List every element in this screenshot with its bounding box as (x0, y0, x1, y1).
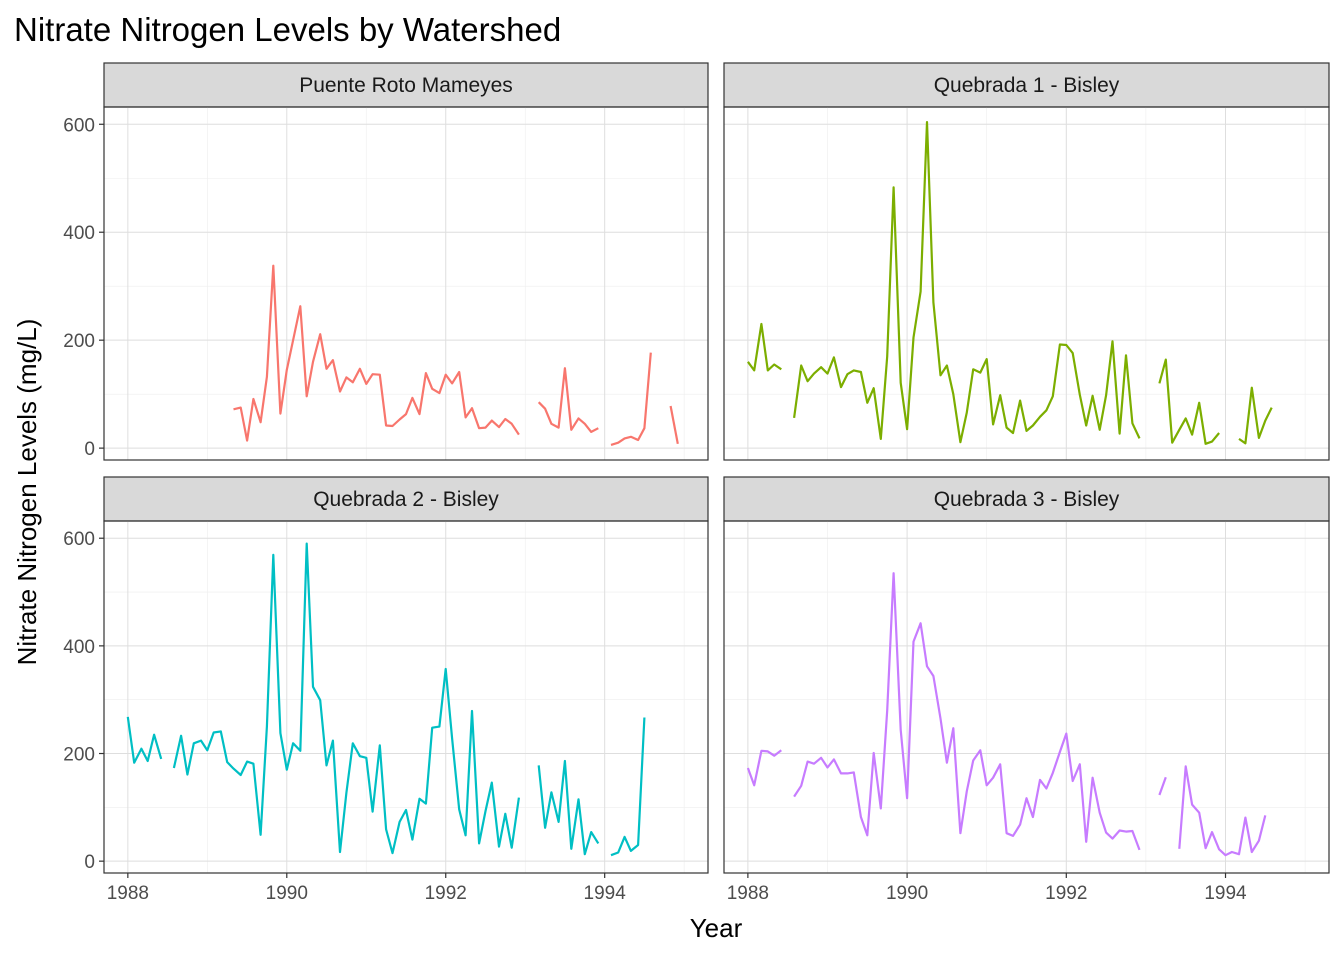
y-tick-label: 200 (63, 331, 95, 352)
y-tick-label: 600 (63, 529, 95, 550)
series-line (172, 542, 520, 855)
facet-strip-label: Puente Roto Mameyes (299, 74, 513, 97)
series-line (669, 405, 679, 445)
facet-strip (103, 62, 709, 108)
series-line (537, 759, 600, 856)
panel-2: Quebrada 2 - Bisley 0 200 400 600 1988 1990 199… (63, 476, 709, 904)
panel-border (103, 520, 709, 874)
panel-border (103, 106, 709, 461)
series-line (1158, 776, 1167, 796)
y-axis-title: Nitrate Nitrogen Levels (mg/L) (12, 319, 42, 666)
series-line (793, 572, 1141, 851)
panel-border (723, 106, 1330, 461)
x-tick-label: 1992 (1045, 883, 1087, 904)
x-tick-label: 1990 (886, 883, 928, 904)
y-tick-label: 600 (63, 115, 95, 136)
facet-strip (723, 476, 1330, 522)
facet-strip-label: Quebrada 1 - Bisley (934, 74, 1120, 97)
y-tick-label: 0 (84, 439, 95, 460)
series-line (1238, 386, 1273, 445)
chart-title: Nitrate Nitrogen Levels by Watershed (14, 11, 561, 48)
series-line (610, 717, 646, 857)
x-tick-label: 1990 (266, 883, 308, 904)
facet-strip (723, 62, 1330, 108)
y-tick-label: 200 (63, 745, 95, 766)
y-tick-label: 400 (63, 637, 95, 658)
series-line (610, 352, 652, 446)
x-axis-title: Year (690, 913, 743, 943)
facet-strip (103, 476, 709, 522)
series-line (1178, 765, 1267, 857)
series-line (126, 716, 163, 764)
panel-3: Quebrada 3 - Bisley 1988 1990 1992 1994 (723, 476, 1330, 904)
series-line (747, 322, 782, 372)
series-line (233, 264, 520, 442)
x-tick-label: 1994 (1204, 883, 1247, 904)
panel-0: Puente Roto Mameyes 0 200 400 600 (63, 62, 709, 461)
facet-strip-label: Quebrada 3 - Bisley (934, 488, 1120, 511)
x-tick-label: 1988 (727, 883, 769, 904)
series-line (1158, 358, 1220, 445)
series-line (746, 749, 782, 787)
series-line (537, 367, 599, 433)
facet-strip-label: Quebrada 2 - Bisley (313, 488, 499, 511)
series-line (793, 120, 1141, 444)
x-tick-label: 1992 (425, 883, 467, 904)
panel-border (723, 520, 1330, 874)
panel-1: Quebrada 1 - Bisley (723, 62, 1330, 461)
x-tick-label: 1994 (584, 883, 627, 904)
x-tick-label: 1988 (107, 883, 149, 904)
y-tick-label: 400 (63, 223, 95, 244)
facet-panels: Puente Roto Mameyes 0 200 400 600 Quebrada 1 … (63, 62, 1330, 904)
y-tick-label: 0 (84, 852, 95, 873)
